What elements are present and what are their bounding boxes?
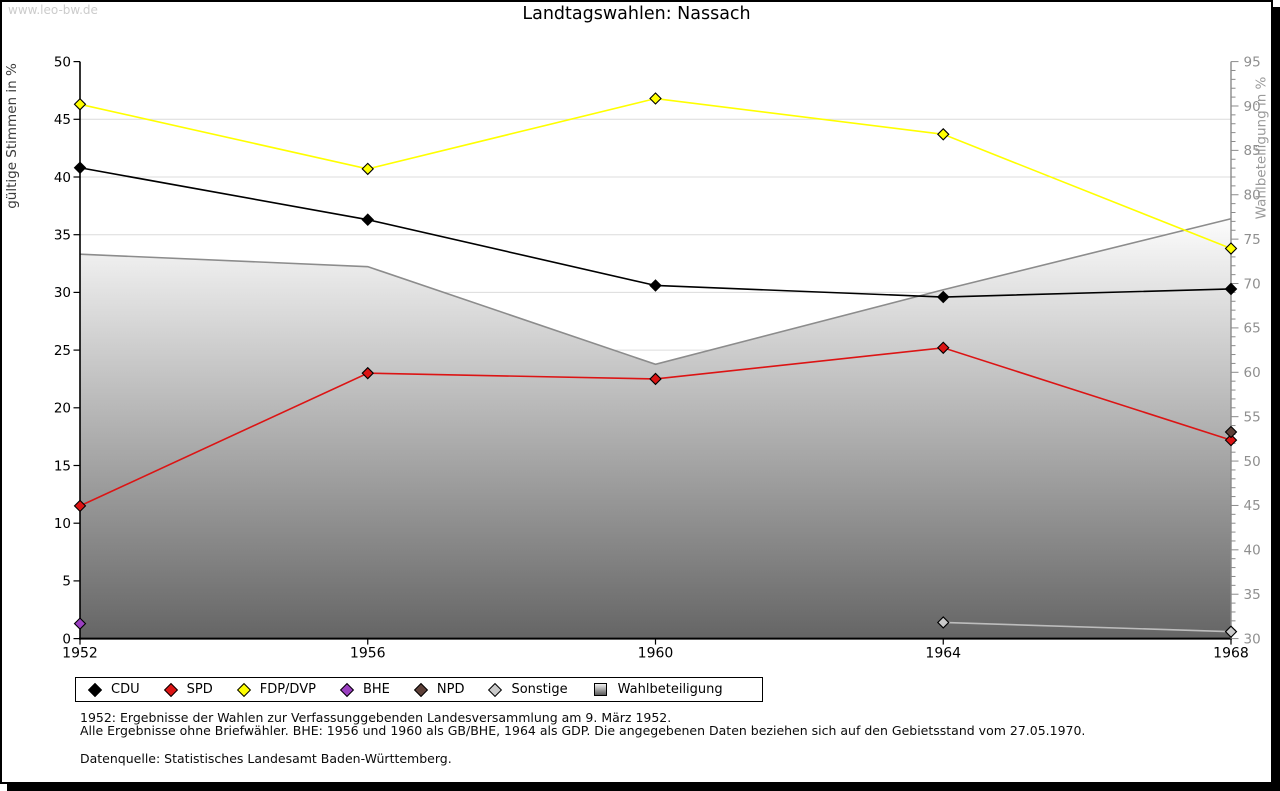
marker-bhe-1952 — [73, 617, 87, 630]
marker-cdu-1952 — [73, 161, 87, 175]
left-tick-label: 0 — [62, 631, 71, 647]
legend-label: FDP/DVP — [259, 682, 316, 697]
area-wahlbeteiligung — [80, 218, 1231, 639]
legend-diamond-icon — [339, 682, 355, 697]
marker-cdu-1956 — [361, 213, 375, 226]
frame-shadow-right — [1273, 7, 1280, 791]
right-tick-label: 90 — [1244, 99, 1261, 115]
chart-title: Landtagswahlen: Nassach — [522, 4, 751, 24]
left-tick-label: 5 — [62, 574, 71, 590]
legend-diamond-icon — [236, 682, 251, 697]
legend-item-bhe: BHE — [339, 682, 390, 697]
marker-cdu-1968 — [1224, 282, 1238, 296]
marker-spd-1960 — [649, 372, 662, 386]
right-tick-label: 45 — [1244, 498, 1261, 514]
right-tick-label: 30 — [1244, 631, 1261, 647]
legend-label: Wahlbeteiligung — [617, 682, 723, 697]
legend-diamond-icon — [163, 682, 178, 697]
right-tick-label: 95 — [1244, 54, 1261, 70]
right-tick-label: 60 — [1244, 365, 1261, 381]
frame-shadow-bottom — [7, 784, 1280, 791]
left-tick-label: 30 — [54, 285, 71, 301]
right-tick-label: 85 — [1244, 143, 1261, 159]
legend-label: Sonstige — [511, 682, 568, 697]
marker-fdp-dvp-1952 — [73, 98, 87, 111]
marker-sonstige-1964 — [936, 616, 950, 629]
legend-diamond-icon — [413, 682, 428, 697]
right-tick-label: 80 — [1244, 188, 1261, 204]
left-tick-label: 25 — [54, 343, 71, 359]
marker-fdp-dvp-1968 — [1224, 242, 1238, 255]
legend-item-npd: NPD — [413, 682, 465, 697]
marker-spd-1952 — [73, 499, 87, 513]
marker-spd-1968 — [1224, 433, 1238, 447]
legend-item-fdp-dvp: FDP/DVP — [236, 682, 316, 697]
legend-item-wahlbeteiligung: Wahlbeteiligung — [593, 682, 723, 697]
right-tick-label: 50 — [1244, 454, 1261, 470]
left-tick-label: 50 — [54, 54, 71, 70]
left-tick-label: 35 — [54, 228, 71, 244]
legend-label: BHE — [362, 682, 390, 697]
left-tick-label: 45 — [54, 112, 71, 128]
marker-spd-1964 — [936, 341, 950, 355]
left-tick-label: 40 — [54, 170, 71, 186]
series-line-sonstige — [943, 621, 1232, 633]
marker-fdp-dvp-1964 — [936, 128, 950, 141]
right-tick-label: 40 — [1244, 543, 1261, 559]
footnote-line1: 1952: Ergebnisse der Wahlen zur Verfassu… — [80, 710, 672, 725]
right-axis-title: Wahlbeteiligung in % — [1254, 76, 1270, 219]
marker-fdp-dvp-1960 — [649, 92, 662, 105]
x-tick-label: 1964 — [925, 646, 961, 662]
legend-diamond-icon — [87, 682, 103, 697]
x-tick-label: 1956 — [350, 646, 386, 662]
legend-item-sonstige: Sonstige — [488, 682, 568, 697]
left-axis-title: gültige Stimmen in % — [4, 63, 20, 209]
marker-fdp-dvp-1956 — [361, 162, 375, 176]
right-tick-label: 35 — [1244, 587, 1261, 603]
right-tick-label: 55 — [1244, 409, 1261, 425]
right-tick-label: 70 — [1244, 276, 1261, 292]
legend-label: CDU — [111, 682, 140, 697]
marker-spd-1956 — [361, 366, 375, 380]
legend-label: NPD — [436, 682, 465, 697]
x-tick-label: 1968 — [1213, 646, 1249, 662]
marker-cdu-1960 — [649, 279, 662, 292]
marker-npd-1968 — [1224, 425, 1238, 439]
x-tick-label: 1952 — [62, 646, 98, 662]
watermark: www.leo-bw.de — [8, 3, 98, 17]
marker-sonstige-1968 — [1224, 625, 1238, 638]
legend-label: SPD — [186, 682, 213, 697]
left-tick-label: 20 — [54, 401, 71, 417]
left-tick-label: 10 — [54, 516, 71, 532]
left-tick-label: 15 — [54, 458, 71, 474]
legend: CDU SPD FDP/DVP BHE NPD Sonstige Wahlbeteiligu… — [75, 677, 763, 702]
marker-cdu-1964 — [936, 290, 950, 304]
series-line-wahlbeteiligung — [79, 217, 1232, 366]
legend-item-spd: SPD — [163, 682, 213, 697]
legend-item-cdu: CDU — [87, 682, 140, 697]
right-tick-label: 75 — [1244, 232, 1261, 248]
x-tick-label: 1960 — [638, 646, 674, 662]
series-line-fdp-dvp — [79, 97, 1232, 250]
footnote-source: Datenquelle: Statistisches Landesamt Bad… — [80, 751, 452, 766]
legend-gradient-square-icon — [593, 683, 607, 696]
footnote-line2: Alle Ergebnisse ohne Briefwähler. BHE: 1… — [80, 723, 1086, 738]
legend-diamond-icon — [488, 682, 503, 697]
right-tick-label: 65 — [1244, 321, 1261, 337]
